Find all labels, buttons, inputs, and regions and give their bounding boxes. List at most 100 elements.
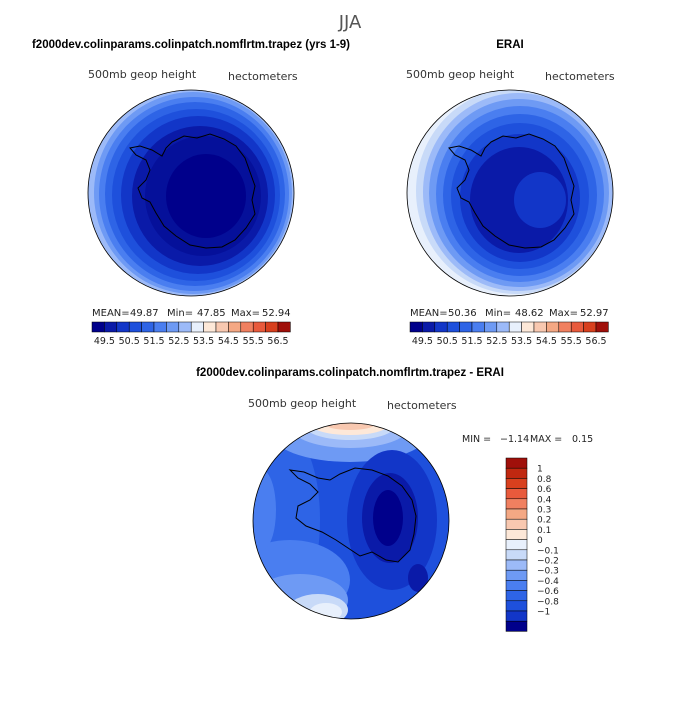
mean-value: 49.87: [130, 308, 159, 319]
colorbar-box: [505, 529, 528, 540]
colorbar-box: [422, 321, 436, 333]
panel-title: ERAI: [496, 39, 523, 51]
colorbar-box: [228, 321, 242, 333]
page-title: JJA: [338, 12, 362, 33]
colorbar-tick-label: 0: [537, 536, 543, 546]
colorbar-tick-label: −0.8: [537, 597, 559, 607]
colorbar-tick-label: −0.2: [537, 557, 559, 567]
min-value: −1.14: [500, 434, 529, 445]
colorbar-box: [277, 321, 291, 333]
colorbar-box: [203, 321, 217, 333]
colorbar-tick-label: 53.5: [193, 336, 214, 347]
antarctica-coastline: [288, 467, 417, 563]
colorbar-box: [141, 321, 155, 333]
colorbar-box: [240, 321, 254, 333]
map-border: [252, 422, 450, 620]
stats-line: MEAN= 50.36 Min= 48.62 Max= 52.97: [410, 308, 609, 319]
colorbar-box: [505, 478, 528, 489]
panel-model: f2000dev.colinparams.colinpatch.nomflrtm…: [32, 39, 350, 347]
colorbar-box: [128, 321, 142, 333]
map-filled-contours: [88, 90, 294, 296]
colorbar-tick-label: 56.5: [267, 336, 288, 347]
colorbar-box: [166, 321, 180, 333]
colorbar-box: [496, 321, 510, 333]
colorbar-tick-label: 0.8: [537, 475, 552, 485]
max-value: 0.15: [572, 434, 593, 445]
antarctica-coastline: [129, 133, 256, 249]
colorbar-box: [521, 321, 535, 333]
colorbar-tick-label: −0.1: [537, 546, 559, 556]
colorbar-tick-label: 50.5: [119, 336, 140, 347]
colorbar-box: [409, 321, 423, 333]
contour-level: [408, 564, 428, 592]
map-border: [406, 89, 614, 297]
colorbar-box: [265, 321, 279, 333]
colorbar: 49.5 50.5 51.5 52.5 53.5 54.5 55.5 56.5: [91, 321, 291, 347]
colorbar-box: [505, 498, 528, 510]
units-label: hectometers: [545, 70, 615, 83]
colorbar-tick-label: 0.3: [537, 506, 551, 516]
colorbar-box: [505, 457, 528, 469]
colorbar-box: [91, 321, 105, 333]
colorbar-box: [190, 321, 204, 333]
map-border: [87, 89, 295, 297]
colorbar-box: [505, 539, 528, 551]
colorbar-tick-label: 49.5: [412, 336, 433, 347]
max-label: Max=: [231, 308, 260, 319]
units-label: hectometers: [387, 399, 457, 412]
stats-line: MEAN= 49.87 Min= 47.85 Max= 52.94: [92, 308, 291, 319]
antarctica-coastline: [448, 133, 575, 249]
colorbar-tick-label: −1: [537, 608, 550, 618]
min-value: 47.85: [197, 308, 226, 319]
colorbar-box: [595, 321, 609, 333]
colorbar-tick-label: 0.4: [537, 495, 552, 505]
colorbar-box: [505, 549, 528, 561]
colorbar-box: [505, 580, 528, 591]
colorbar-tick-label: 0.1: [537, 526, 551, 536]
max-label: Max=: [549, 308, 578, 319]
colorbar-box: [533, 321, 547, 333]
contour-level: [253, 470, 276, 550]
colorbar-box: [505, 620, 528, 632]
colorbar-tick-label: 56.5: [585, 336, 606, 347]
colorbar-tick-label: −0.4: [537, 577, 559, 587]
colorbar: 49.5 50.5 51.5 52.5 53.5 54.5 55.5 56.5: [409, 321, 609, 347]
mean-label: MEAN=: [92, 308, 130, 319]
colorbar-box: [471, 321, 485, 333]
colorbar-box: [484, 321, 498, 333]
colorbar-box: [505, 610, 528, 622]
colorbar-box: [546, 321, 560, 333]
colorbar-box: [505, 569, 528, 581]
colorbar-box: [505, 508, 528, 520]
colorbar-box: [116, 321, 130, 333]
colorbar-tick-label: −0.6: [537, 587, 559, 597]
panel-title: f2000dev.colinparams.colinpatch.nomflrtm…: [196, 367, 504, 379]
panel-difference: f2000dev.colinparams.colinpatch.nomflrtm…: [196, 367, 593, 632]
colorbar-tick-label: 49.5: [94, 336, 115, 347]
stats-line: MIN = −1.14 MAX = 0.15: [462, 434, 593, 445]
colorbar-tick-label: 51.5: [461, 336, 482, 347]
colorbar-box: [505, 518, 528, 530]
colorbar-box: [505, 467, 528, 479]
colorbar: 10.80.60.40.30.20.10−0.1−0.2−0.3−0.4−0.6…: [505, 457, 559, 632]
field-label: 500mb geop height: [248, 397, 357, 410]
colorbar-tick-label: 52.5: [168, 336, 189, 347]
colorbar-box: [446, 321, 460, 333]
panel-title: f2000dev.colinparams.colinpatch.nomflrtm…: [32, 39, 350, 51]
colorbar-box: [505, 590, 528, 602]
colorbar-tick-label: 1: [537, 465, 543, 475]
colorbar-box: [104, 321, 118, 333]
mean-value: 50.36: [448, 308, 477, 319]
colorbar-tick-label: 0.6: [537, 485, 552, 495]
min-value: 48.62: [515, 308, 544, 319]
colorbar-tick-label: 54.5: [218, 336, 239, 347]
field-label: 500mb geop height: [88, 68, 197, 81]
colorbar-tick-label: 55.5: [243, 336, 264, 347]
max-label: MAX =: [530, 434, 562, 445]
contour-level: [325, 423, 375, 430]
colorbar-box: [505, 600, 528, 612]
min-label: Min=: [167, 308, 193, 319]
colorbar-tick-label: −0.3: [537, 567, 559, 577]
colorbar-box: [459, 321, 473, 333]
